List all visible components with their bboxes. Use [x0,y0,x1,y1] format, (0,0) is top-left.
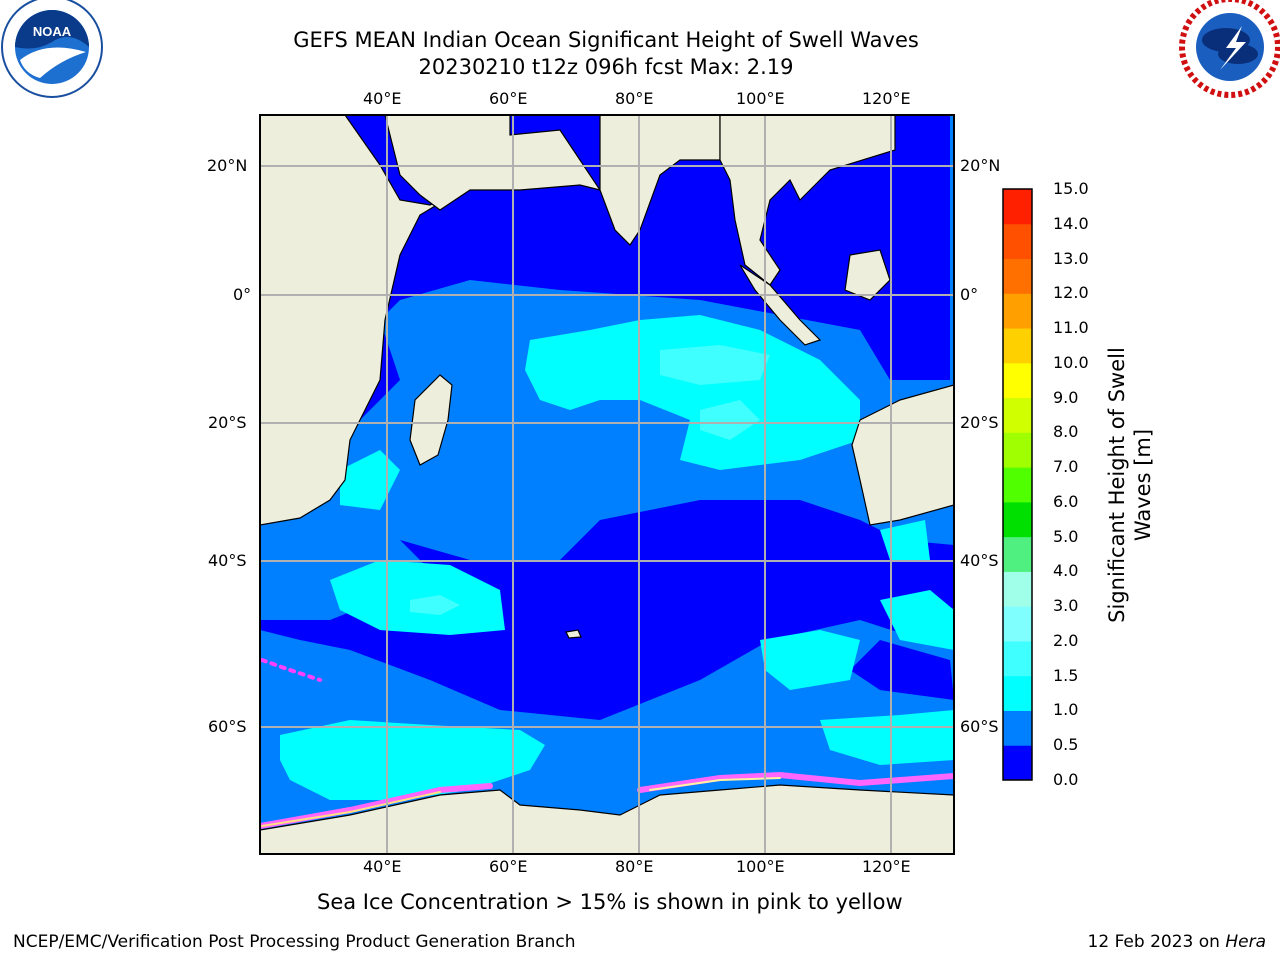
colorbar-tick-label: 12.0 [1053,283,1089,303]
lon-tick-bottom-40E: 40°E [363,857,402,876]
colorbar-tick-label: 5.0 [1053,526,1079,546]
colorbar-tick-label: 13.0 [1053,248,1089,268]
map-frame [259,114,955,855]
lat-tick-left-0: 0° [233,285,252,304]
lon-tick-top-120E: 120°E [862,89,911,108]
footer-machine: Hera [1225,932,1266,952]
lat-tick-right-20S: 20°S [960,413,999,432]
colorbar-bin [1003,571,1032,607]
map-title: GEFS MEAN Indian Ocean Significant Heigh… [293,28,919,52]
graticule [260,115,954,854]
lon-tick-top-80E: 80°E [615,89,654,108]
colorbar-bin [1003,293,1032,329]
colorbar-bin [1003,432,1032,468]
swell-1.5-2.0 [410,345,770,615]
swell-height-field [260,115,954,854]
colorbar-tick-label: 6.0 [1053,491,1079,511]
lat-tick-right-60S: 60°S [960,717,999,736]
colorbar-tick-label: 0.5 [1053,735,1079,755]
lat-tick-left-20S: 20°S [208,413,247,432]
lat-tick-right-40S: 40°S [960,551,999,570]
noaa-logo: NOAA [1,0,103,98]
colorbar-frame [1002,188,1033,781]
colorbar-tick-label: 15.0 [1053,179,1089,198]
colorbar-bin [1003,536,1032,572]
colorbar-bin [1003,745,1032,781]
lat-tick-left-40S: 40°S [208,551,247,570]
swell-1.0-1.5 [280,315,954,800]
colorbar-tick-label: 7.0 [1053,457,1079,477]
lon-tick-top-60E: 60°E [489,89,528,108]
colorbar-bin [1003,467,1032,503]
footer-date-text: 12 Feb 2023 on [1087,932,1220,952]
lat-tick-right-20N: 20°N [960,156,1001,175]
lon-tick-bottom-120E: 120°E [862,857,911,876]
colorbar [1003,189,1032,781]
colorbar-bin [1003,640,1032,677]
footer-date: 12 Feb 2023 on Hera [1088,932,1266,952]
colorbar-bin [1003,397,1032,433]
colorbar-tick-label: 4.0 [1053,561,1079,581]
lon-tick-bottom-80E: 80°E [615,857,654,876]
lat-tick-left-20N: 20°N [207,156,248,175]
colorbar-tick-label: 10.0 [1053,352,1089,372]
colorbar-tick-label: 1.0 [1053,700,1079,720]
colorbar-bin [1003,328,1032,364]
nws-logo [1179,0,1280,98]
lat-tick-right-0: 0° [960,285,979,304]
colorbar-bin [1003,189,1032,225]
colorbar-bin [1003,223,1032,260]
lon-tick-bottom-60E: 60°E [489,857,528,876]
lon-tick-bottom-100E: 100°E [736,857,785,876]
colorbar-bin [1003,501,1032,538]
colorbar-bin [1003,710,1032,746]
lon-tick-top-100E: 100°E [736,89,785,108]
colorbar-tick-label: 2.0 [1053,630,1079,650]
colorbar-title: Significant Height of Swell Waves [m] [1105,347,1155,623]
colorbar-tick-label: 1.5 [1053,665,1079,685]
lat-tick-left-60S: 60°S [208,717,247,736]
map-subtitle: 20230210 t12z 096h fcst Max: 2.19 [418,55,794,79]
colorbar-tick-label: 14.0 [1053,213,1089,233]
colorbar-tick-label: 0.0 [1053,770,1079,789]
colorbar-bin [1003,606,1032,642]
colorbar-tick-label: 3.0 [1053,596,1079,616]
sea-ice-caption: Sea Ice Concentration > 15% is shown in … [317,890,903,914]
colorbar-bin [1003,258,1032,294]
colorbar-tick-label: 8.0 [1053,422,1079,442]
colorbar-bin [1003,675,1032,711]
colorbar-bin [1003,362,1032,399]
colorbar-tick-label: 9.0 [1053,387,1079,407]
lon-tick-top-40E: 40°E [363,89,402,108]
footer-branch: NCEP/EMC/Verification Post Processing Pr… [13,932,576,952]
colorbar-tick-label: 11.0 [1053,318,1089,338]
svg-text:NOAA: NOAA [33,24,72,39]
